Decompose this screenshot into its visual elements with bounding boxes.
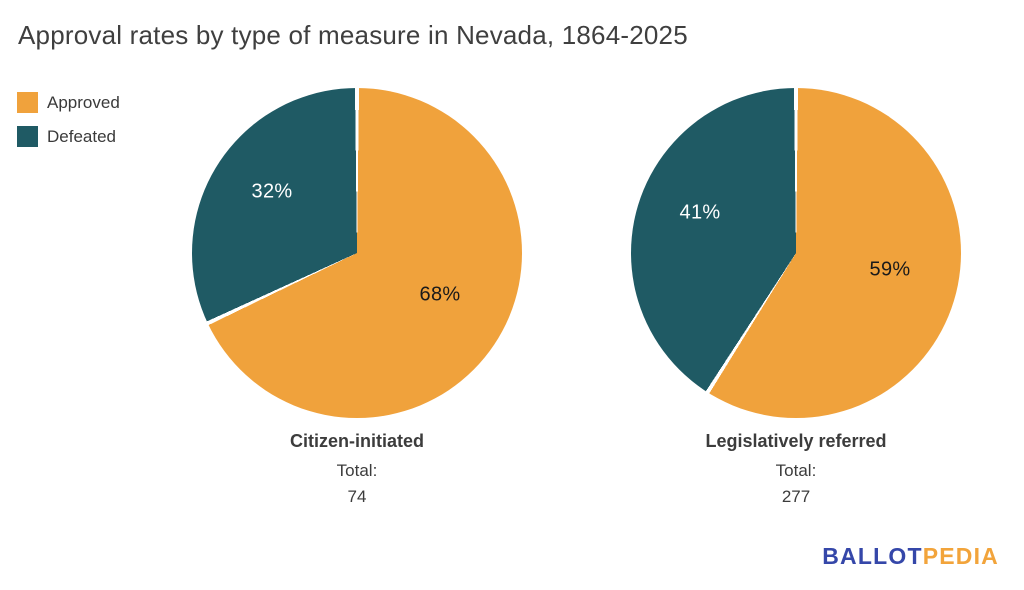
pie-name: Citizen-initiated: [290, 431, 424, 451]
pie-total-label: Total:: [775, 461, 817, 480]
slice-label-defeated: 41%: [679, 201, 721, 224]
legend-label-approved: Approved: [47, 92, 120, 112]
pie-total-value: 277: [781, 487, 811, 506]
slice-label-approved: 68%: [419, 283, 461, 306]
pie-chart-citizen-initiated: 68% 32%: [192, 88, 522, 418]
slice-label-approved: 59%: [869, 258, 911, 281]
defeated-color-swatch: [17, 126, 38, 147]
ballotpedia-logo: BALLOTPEDIA: [822, 543, 999, 570]
pie-total-value: 74: [347, 487, 367, 506]
pie-name: Legislatively referred: [705, 431, 887, 451]
legend: Approved Defeated: [17, 92, 120, 160]
pie-group-legislatively-referred: 59% 41% Legislatively referred Total: 27…: [631, 88, 961, 507]
pie-chart-legislatively-referred: 59% 41%: [631, 88, 961, 418]
pie-total-label: Total:: [336, 461, 378, 480]
legend-item-defeated: Defeated: [17, 126, 120, 147]
slice-label-defeated: 32%: [251, 180, 293, 203]
logo-ballot-text: BALLOT: [822, 543, 923, 569]
legend-label-defeated: Defeated: [47, 126, 116, 146]
chart-title: Approval rates by type of measure in Nev…: [18, 20, 688, 50]
pie-group-citizen-initiated: 68% 32% Citizen-initiated Total: 74: [192, 88, 522, 507]
pie-caption-legislatively-referred: Legislatively referred Total: 277: [631, 431, 961, 507]
pie-caption-citizen-initiated: Citizen-initiated Total: 74: [192, 431, 522, 507]
legend-item-approved: Approved: [17, 92, 120, 113]
approved-color-swatch: [17, 92, 38, 113]
logo-pedia-text: PEDIA: [922, 543, 999, 569]
